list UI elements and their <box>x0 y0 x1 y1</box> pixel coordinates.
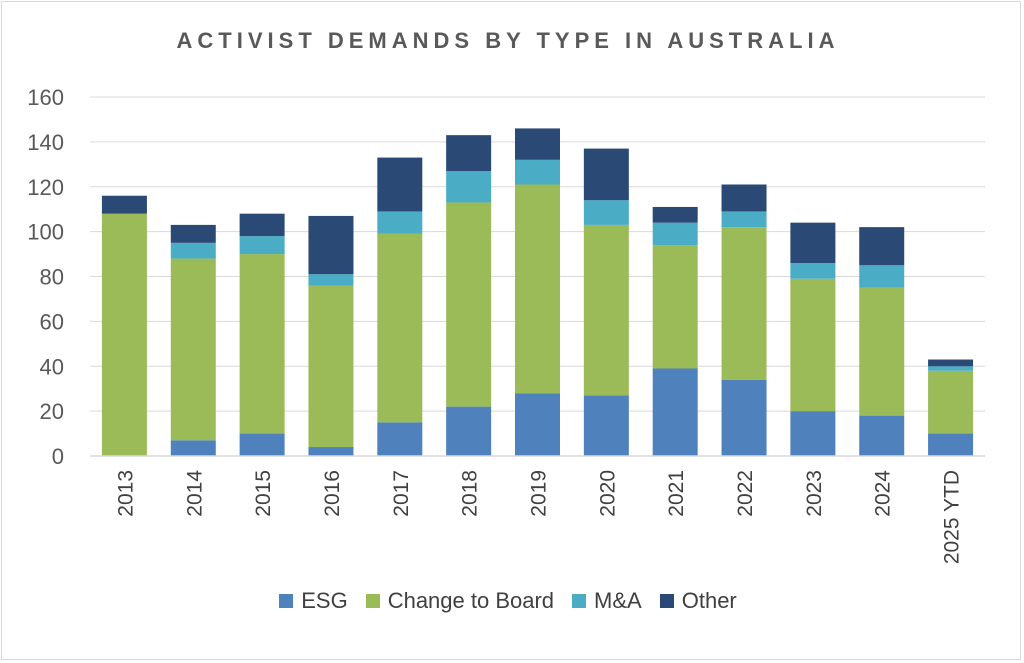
bar-segment <box>308 274 354 286</box>
bar-segment <box>790 411 836 456</box>
bar-segment <box>239 254 285 434</box>
bar-segment <box>170 224 216 243</box>
bar-segment <box>790 222 836 264</box>
bar-segment <box>652 368 698 456</box>
bar-segment <box>583 148 629 201</box>
bar-segment <box>308 285 354 448</box>
bar-segment <box>515 159 560 185</box>
bar-segment <box>790 278 836 412</box>
bar-segment <box>239 236 285 255</box>
bar-segment <box>583 395 629 456</box>
bar-segment <box>583 200 629 225</box>
bar-segment <box>446 171 492 203</box>
bar-segment <box>308 215 354 275</box>
bar-segment <box>377 211 423 234</box>
bar-segment <box>859 287 905 416</box>
bar-segment <box>721 211 767 228</box>
x-tick-label: 2021 <box>665 470 688 517</box>
bar-segment <box>101 213 147 456</box>
bar-segment <box>377 233 423 423</box>
bar-segment <box>446 406 492 456</box>
bar-segment <box>515 184 560 394</box>
bar-segment <box>515 393 560 456</box>
x-tick-label: 2025 YTD <box>941 470 964 564</box>
x-tick-label: 2019 <box>528 470 551 517</box>
bar-segment <box>308 447 354 456</box>
bar-segment <box>515 128 560 160</box>
legend-item: ESG <box>279 588 348 614</box>
y-tick-label: 100 <box>27 220 64 245</box>
legend-label: ESG <box>301 588 348 613</box>
y-tick-label: 0 <box>52 444 64 469</box>
x-tick-label: 2023 <box>803 470 826 517</box>
x-tick-label: 2013 <box>114 470 137 517</box>
bar-segment <box>928 359 974 367</box>
x-tick-label: 2015 <box>252 470 275 517</box>
bar-segment <box>446 202 492 407</box>
y-tick-label: 60 <box>40 309 64 334</box>
bar-segment <box>652 222 698 246</box>
y-tick-label: 120 <box>27 175 64 200</box>
bar-segment <box>583 224 629 396</box>
bar-segment <box>239 213 285 237</box>
legend-label: M&A <box>594 588 642 613</box>
bar-segment <box>859 227 905 266</box>
bar-segment <box>377 422 423 456</box>
bar-segment <box>170 258 216 441</box>
legend-item: Other <box>659 588 737 614</box>
x-tick-label: 2020 <box>596 470 619 517</box>
bar-segment <box>790 263 836 279</box>
bar-segment <box>859 415 905 456</box>
legend-item: Change to Board <box>365 588 555 614</box>
y-tick-label: 140 <box>27 130 64 155</box>
legend-swatch <box>279 594 294 608</box>
x-tick-label: 2024 <box>872 470 895 517</box>
bar-segment <box>721 184 767 212</box>
legend-label: Change to Board <box>387 588 555 613</box>
bar-segment <box>859 265 905 288</box>
chart-title: ACTIVIST DEMANDS BY TYPE IN AUSTRALIA <box>176 28 840 53</box>
bar-segment <box>652 206 698 223</box>
bar-segment <box>928 433 974 456</box>
bar-segment <box>721 227 767 380</box>
legend-item: M&A <box>572 588 642 614</box>
x-tick-label: 2017 <box>390 470 413 517</box>
y-tick-label: 40 <box>40 354 64 379</box>
bar-segment <box>170 242 216 259</box>
legend-swatch <box>365 594 380 608</box>
bar-segment <box>101 195 147 214</box>
bar-segment <box>170 440 216 456</box>
bar-segment <box>928 366 974 371</box>
bar-segment <box>652 245 698 369</box>
y-tick-label: 80 <box>40 265 64 290</box>
legend-swatch <box>659 594 674 608</box>
chart-legend: ESG Change to Board M&A Other <box>0 588 1016 614</box>
bar-segment <box>721 379 767 456</box>
bar-segment <box>928 370 974 434</box>
bar-segment <box>446 135 492 172</box>
bar-segment <box>377 157 423 212</box>
legend-label: Other <box>681 588 737 613</box>
bar-segment <box>239 433 285 456</box>
x-tick-label: 2018 <box>459 470 482 517</box>
x-tick-label: 2022 <box>734 470 757 517</box>
y-tick-label: 20 <box>40 399 64 424</box>
x-tick-label: 2016 <box>321 470 344 517</box>
legend-swatch <box>572 594 587 608</box>
x-tick-label: 2014 <box>183 470 206 517</box>
y-tick-label: 160 <box>27 85 64 110</box>
